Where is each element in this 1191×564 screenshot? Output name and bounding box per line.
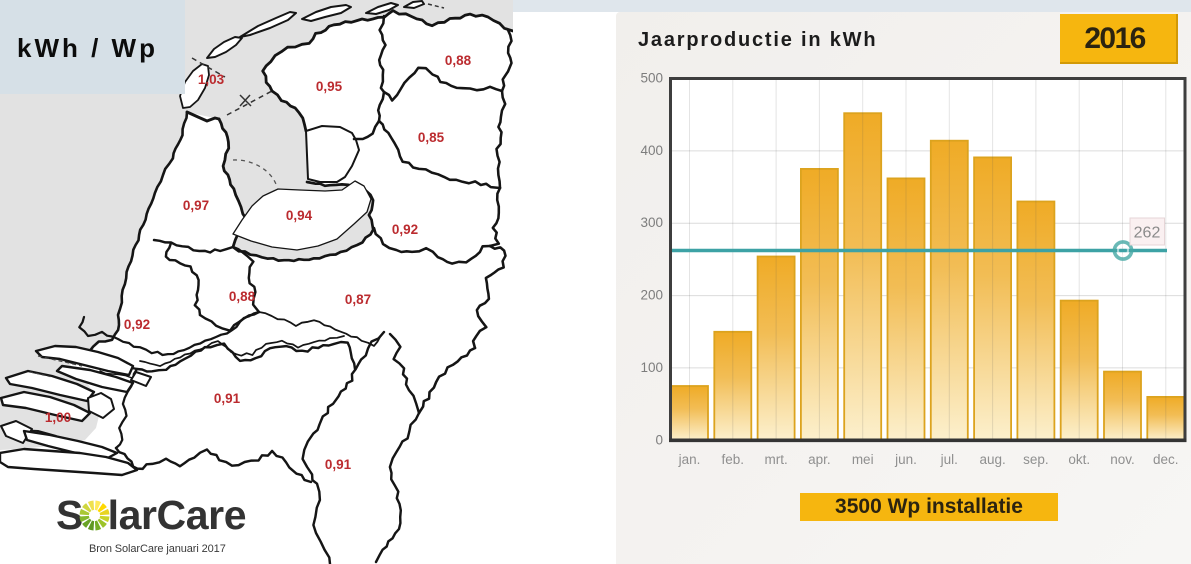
svg-text:0,95: 0,95 bbox=[316, 79, 343, 94]
svg-text:0,91: 0,91 bbox=[325, 457, 352, 472]
svg-text:mei: mei bbox=[852, 452, 874, 467]
svg-text:400: 400 bbox=[640, 143, 663, 158]
svg-text:1,03: 1,03 bbox=[198, 72, 225, 87]
svg-text:feb.: feb. bbox=[722, 452, 745, 467]
svg-text:Bron SolarCare januari 2017: Bron SolarCare januari 2017 bbox=[89, 543, 226, 555]
svg-text:0,88: 0,88 bbox=[229, 289, 256, 304]
svg-text:jul.: jul. bbox=[940, 452, 958, 467]
svg-text:300: 300 bbox=[640, 215, 663, 230]
svg-text:0,92: 0,92 bbox=[124, 317, 150, 332]
svg-text:0,88: 0,88 bbox=[445, 53, 472, 68]
svg-text:okt.: okt. bbox=[1068, 452, 1090, 467]
svg-text:500: 500 bbox=[640, 71, 663, 86]
svg-text:aug.: aug. bbox=[979, 452, 1005, 467]
svg-text:200: 200 bbox=[640, 288, 663, 303]
svg-text:100: 100 bbox=[640, 360, 663, 375]
svg-text:jun.: jun. bbox=[894, 452, 917, 467]
svg-text:0,85: 0,85 bbox=[418, 130, 445, 145]
svg-text:0,97: 0,97 bbox=[183, 198, 209, 213]
svg-text:sep.: sep. bbox=[1023, 452, 1049, 467]
svg-text:262: 262 bbox=[1134, 225, 1161, 242]
svg-text:0,92: 0,92 bbox=[392, 222, 418, 237]
svg-text:jan.: jan. bbox=[678, 452, 701, 467]
svg-text:dec.: dec. bbox=[1153, 452, 1179, 467]
svg-text:1,00: 1,00 bbox=[45, 410, 71, 425]
svg-text:0: 0 bbox=[655, 432, 663, 447]
svg-text:apr.: apr. bbox=[808, 452, 831, 467]
svg-text:mrt.: mrt. bbox=[764, 452, 787, 467]
svg-text:SolarCare: SolarCare bbox=[56, 492, 246, 538]
svg-text:0,91: 0,91 bbox=[214, 391, 241, 406]
svg-text:nov.: nov. bbox=[1110, 452, 1135, 467]
svg-text:0,94: 0,94 bbox=[286, 208, 313, 223]
svg-text:0,87: 0,87 bbox=[345, 292, 371, 307]
